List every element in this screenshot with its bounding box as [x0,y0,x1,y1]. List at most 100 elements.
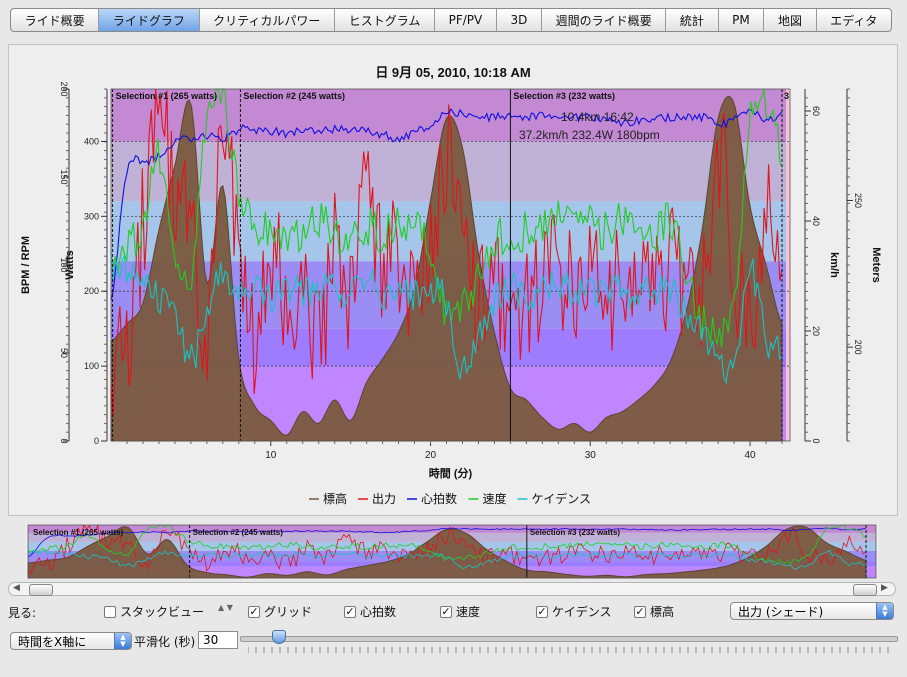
selection-label: Selection #1 (265 watts) [33,528,124,537]
selection-label: Selection #3 (232 watts) [513,91,615,101]
stack-view-label: スタックビュー [120,605,205,619]
heart-rate-label: 心拍数 [360,605,397,619]
cadence-checkbox[interactable]: ✓ ケイデンス [536,603,612,620]
series-line-1 [110,88,783,416]
tab-10[interactable]: エディタ [830,13,878,28]
axis-tick-label: 250 [853,193,863,208]
x-tick-label: 20 [425,450,437,461]
y-axis-label-bpm: BPM / RPM [20,236,32,294]
speed-label: 速度 [456,605,481,619]
axis-tick-label: 20 [811,326,821,336]
axis-tick-label: 100 [84,361,99,371]
select-arrows-icon: ▲ ▼ [114,633,131,649]
axis-tick-label: 100 [59,257,69,272]
smoothing-label: 平滑化 (秒) [134,635,196,649]
cadence-label: ケイデンス [552,605,612,619]
selection-label: Selection #2 (245 watts) [243,91,345,101]
altitude-label: 標高 [650,605,675,619]
scroll-left-icon[interactable]: ◀ [13,583,20,593]
view-label: 見る: [8,606,37,620]
tab-3[interactable]: ヒストグラム [335,9,435,31]
scroll-start-handle[interactable] [29,584,53,596]
hover-readout-line2: 37.2km/h 232.4W 180bpm [519,128,660,142]
checkbox-box[interactable]: ✓ [440,604,452,618]
legend-label: ケイデンス [532,491,592,506]
axis-tick-label: 0 [94,436,99,446]
axis-tick-label: 40 [811,216,821,226]
axis-tick-label: 150 [59,169,69,184]
axis-tick-label: 0 [59,438,69,443]
selection-label: Selection #3 (232 watts) [530,528,621,537]
x-axis-label: 時間 (分) [429,466,473,480]
selection-label: Selection #2 (245 watts) [193,528,284,537]
tab-7[interactable]: 統計 [666,9,719,31]
legend-label: 出力 [372,492,396,506]
overview-chart-panel: Selection #1 (265 watts) Selection #2 (24… [26,524,878,579]
slider-track[interactable] [240,636,898,642]
checkbox-box[interactable] [104,605,116,618]
axis-tick-label: 400 [84,136,99,146]
tab-6[interactable]: 週間のライド概要 [542,9,667,31]
stack-view-checkbox[interactable]: スタックビュー [104,603,204,620]
axis-tick-label: 200 [59,81,69,96]
series-line-2 [110,107,783,301]
axis-tick-label: 50 [59,348,69,358]
axis-tick-label: 300 [84,211,99,221]
checkbox-box[interactable]: ✓ [536,604,548,618]
slider-ticks [248,647,889,653]
x-tick-label: 40 [744,450,756,461]
legend-label: 心拍数 [421,491,457,506]
series-line-1 [27,524,867,576]
series-line-4 [110,251,783,385]
shade-select-value: 出力 (シェード) [738,604,824,619]
axis-tick-label: 200 [84,286,99,296]
tab-4[interactable]: PF/PV [435,9,497,31]
checkbox-box[interactable]: ✓ [248,604,260,618]
legend-label: 速度 [483,491,507,506]
tab-0[interactable]: ライド概要 [11,9,100,31]
legend-label: 標高 [323,491,347,506]
tab-5[interactable]: 3D [497,9,542,31]
tab-8[interactable]: PM [719,9,765,31]
checkbox-box[interactable]: ✓ [634,604,646,618]
horizontal-scrollbar[interactable]: ◀ ▶ [8,582,896,596]
series-line-2 [27,527,867,558]
altitude-checkbox[interactable]: ✓ 標高 [634,603,674,620]
smoothing-slider[interactable] [240,630,898,656]
scroll-right-icon[interactable]: ▶ [881,583,888,593]
axis-tick-label: 0 [811,438,821,443]
smoothing-input[interactable]: 30 [198,631,238,649]
axis-tick-label: 60 [811,106,821,116]
ride-graph-panel: 日 9月 05, 2010, 10:18 AM Selection #1 (265… [8,44,898,516]
plot-frame [27,524,877,579]
zone-strip [786,89,790,441]
scroll-end-handle[interactable] [853,584,877,596]
x-tick-label: 10 [265,450,277,461]
grid-label: グリッド [264,605,313,619]
select-arrows-icon: ▲ ▼ [876,603,893,619]
selection-label: Selection #1 (265 watts) [116,91,218,101]
y-axis-label-kmh: km/h [828,252,840,278]
overview-chart[interactable]: Selection #1 (265 watts) Selection #2 (24… [26,524,878,579]
tab-9[interactable]: 地図 [764,9,817,31]
speed-checkbox[interactable]: ✓ 速度 [440,603,480,620]
stack-view-stepper-icon[interactable]: ▲ ▼ [218,603,233,612]
graph-controls: 見る: スタックビュー ▲ ▼ ✓ グリッド ✓ 心拍数 ✓ 速度 ✓ ケイデンス ✓ 標… [0,598,907,677]
selection-label: 3 [784,91,789,101]
axis-tick-label: 200 [853,340,863,355]
plot-frame [110,88,791,442]
chart-title: 日 9月 05, 2010, 10:18 AM [375,65,530,80]
series-line-4 [27,549,867,570]
shade-select[interactable]: 出力 (シェード) ▲ ▼ [730,602,894,620]
tab-bar: ライド概要 ライドグラフ クリティカルパワー ヒストグラム PF/PV 3D 週間のライド概… [10,8,892,32]
x-tick-label: 30 [585,450,597,461]
slider-thumb[interactable] [272,630,286,644]
grid-checkbox[interactable]: ✓ グリッド [248,603,312,620]
ride-chart[interactable]: 日 9月 05, 2010, 10:18 AM Selection #1 (265… [9,45,897,515]
x-axis-select[interactable]: 時間をX軸に ▲ ▼ [10,632,132,650]
tab-2[interactable]: クリティカルパワー [200,9,336,31]
tab-1[interactable]: ライドグラフ [99,9,200,31]
hover-readout-line1: 10.4km 16:42 [561,110,634,124]
heart-rate-checkbox[interactable]: ✓ 心拍数 [344,603,396,620]
checkbox-box[interactable]: ✓ [344,604,356,618]
